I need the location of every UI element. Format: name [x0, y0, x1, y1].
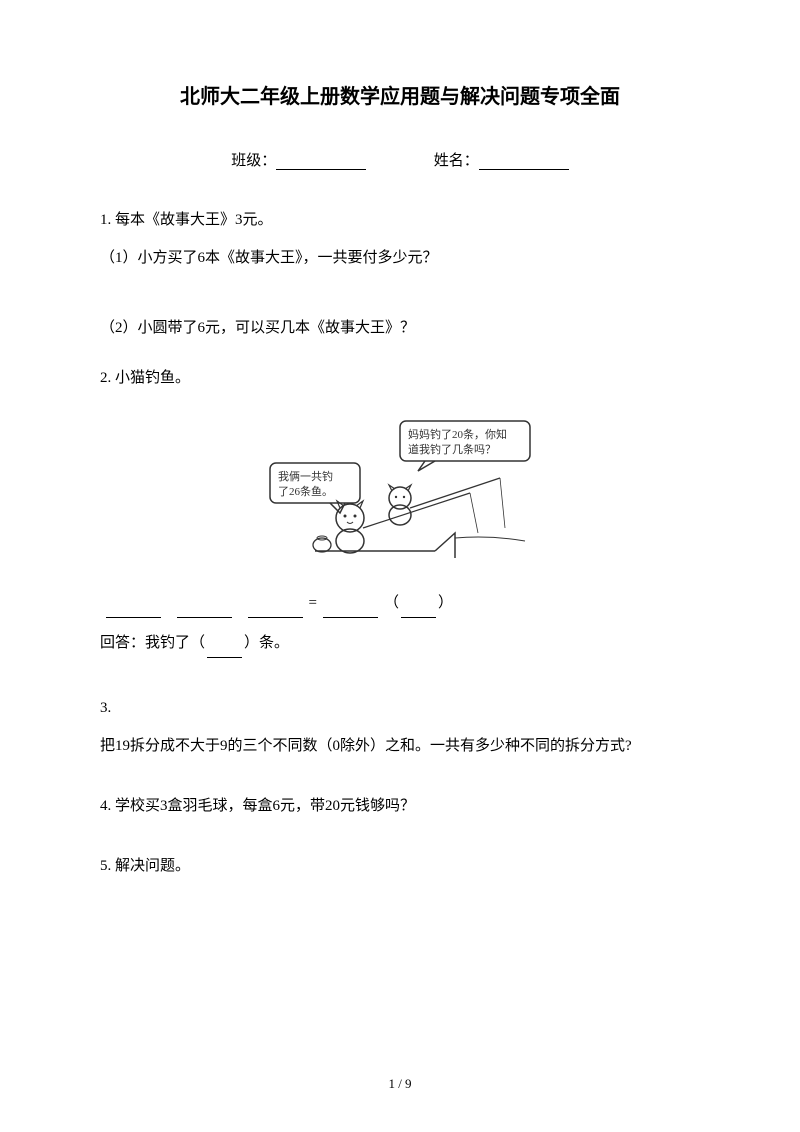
- student-info: 班级： 姓名：: [100, 149, 700, 170]
- svg-text:道我钓了几条吗？: 道我钓了几条吗？: [408, 442, 496, 456]
- q4-text: 4. 学校买3盒羽毛球，每盒6元，带20元钱够吗？: [100, 791, 700, 821]
- svg-text:了26条鱼。: 了26条鱼。: [278, 484, 333, 498]
- svg-text:妈妈钓了20条，你知: 妈妈钓了20条，你知: [408, 427, 507, 441]
- q3-number: 3.: [100, 693, 700, 723]
- page-number: 1 / 9: [0, 1076, 800, 1092]
- name-label: 姓名：: [434, 153, 479, 169]
- name-blank: [479, 154, 569, 170]
- class-label: 班级：: [231, 153, 276, 169]
- q2-stem: 2. 小猫钓鱼。: [100, 363, 700, 393]
- class-blank: [276, 154, 366, 170]
- q1-part2: （2）小圆带了6元，可以买几本《故事大王》？: [100, 313, 700, 343]
- q3-text: 把19拆分成不大于9的三个不同数（0除外）之和。一共有多少种不同的拆分方式?: [100, 731, 700, 761]
- page-title: 北师大二年级上册数学应用题与解决问题专项全面: [100, 80, 700, 109]
- q1-part1: （1）小方买了6本《故事大王》，一共要付多少元？: [100, 243, 700, 273]
- q1-stem: 1. 每本《故事大王》3元。: [100, 205, 700, 235]
- q2-illustration: 我俩一共钓 了26条鱼。 妈妈钓了20条，你知 道我钓了几条吗？: [100, 413, 700, 568]
- q5-text: 5. 解决问题。: [100, 851, 700, 881]
- q2-answer: 回答：我钓了（）条。: [100, 628, 700, 658]
- svg-text:我俩一共钓: 我俩一共钓: [278, 469, 333, 483]
- q2-equation: =（）: [100, 588, 700, 618]
